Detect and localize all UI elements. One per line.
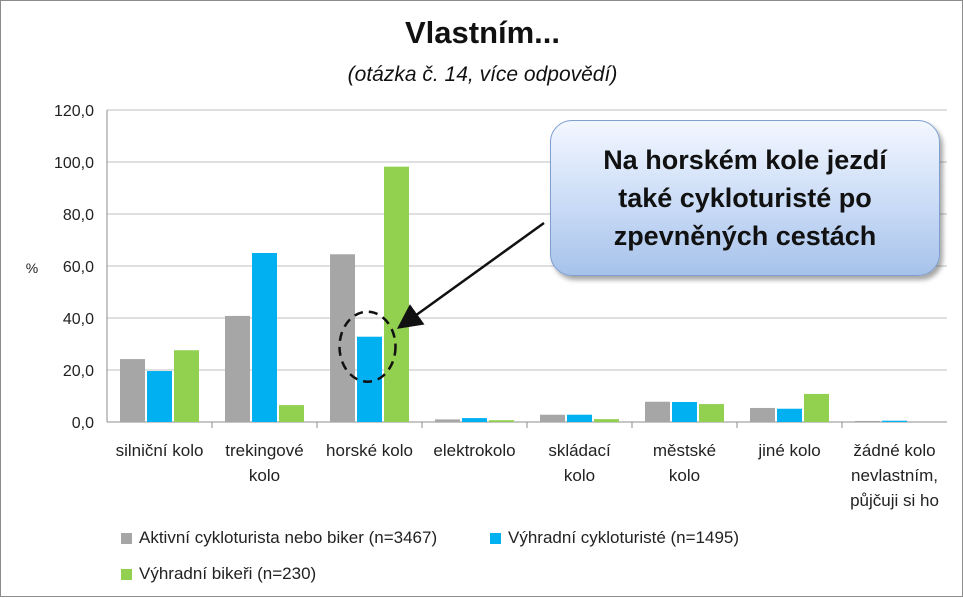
x-tick-label: horské kolo bbox=[326, 441, 413, 460]
x-tick-label: silniční kolo bbox=[116, 441, 204, 460]
bar bbox=[855, 420, 880, 422]
bar bbox=[225, 315, 250, 422]
legend-swatch bbox=[121, 568, 132, 580]
y-tick-label: 20,0 bbox=[63, 363, 94, 380]
x-tick-label: trekingové bbox=[225, 441, 303, 460]
y-tick-label: 60,0 bbox=[63, 259, 94, 276]
x-tick-label: elektrokolo bbox=[433, 441, 515, 460]
legend-label: Aktivní cykloturista nebo biker (n=3467) bbox=[139, 528, 438, 547]
x-tick-label: kolo bbox=[249, 466, 280, 485]
bar bbox=[330, 254, 355, 422]
bar bbox=[174, 350, 199, 422]
legend-label: Výhradní bikeři (n=230) bbox=[139, 564, 317, 583]
y-tick-label: 100,0 bbox=[54, 155, 94, 172]
bar bbox=[435, 419, 460, 422]
bar bbox=[147, 371, 172, 422]
chart-subtitle: (otázka č. 14, více odpovědí) bbox=[347, 63, 618, 86]
legend-label: Výhradní cykloturisté (n=1495) bbox=[508, 528, 740, 547]
chart-title: Vlastním... bbox=[404, 15, 561, 50]
legend-swatch bbox=[121, 532, 132, 544]
legend-swatch bbox=[490, 532, 501, 544]
bar bbox=[567, 414, 592, 422]
legend-item-aktivni: Aktivní cykloturista nebo biker (n=3467) bbox=[121, 528, 437, 548]
legend-item-bikeri: Výhradní bikeři (n=230) bbox=[121, 564, 316, 584]
annotation-arrow bbox=[396, 221, 545, 329]
x-tick-label: kolo bbox=[564, 466, 595, 485]
bar bbox=[804, 393, 829, 422]
bar bbox=[672, 401, 697, 422]
x-tick-label: žádné kolo bbox=[853, 441, 935, 460]
bar bbox=[489, 420, 514, 422]
x-tick-label: kolo bbox=[669, 466, 700, 485]
bar bbox=[279, 405, 304, 422]
x-tick-label: jiné kolo bbox=[757, 441, 820, 460]
y-tick-label: 40,0 bbox=[63, 311, 94, 328]
bar bbox=[120, 359, 145, 422]
legend-item-cykloturiste: Výhradní cykloturisté (n=1495) bbox=[490, 528, 739, 548]
bar bbox=[540, 414, 565, 422]
bar bbox=[384, 166, 409, 422]
annotation-text: Na horském kole jezdí také cykloturisté … bbox=[603, 145, 887, 251]
bar bbox=[462, 418, 487, 422]
bar bbox=[594, 419, 619, 422]
y-tick-label: 80,0 bbox=[63, 207, 94, 224]
bar bbox=[750, 407, 775, 422]
y-tick-label: 120,0 bbox=[54, 103, 94, 120]
bar bbox=[252, 253, 277, 422]
bar bbox=[645, 401, 670, 422]
bar bbox=[777, 408, 802, 422]
y-axis-label: % bbox=[26, 260, 38, 276]
x-tick-label: skládací bbox=[548, 441, 611, 460]
x-tick-label: nevlastním, bbox=[851, 466, 938, 485]
annotation-highlight-circle bbox=[338, 310, 397, 383]
x-tick-label: městské bbox=[653, 441, 716, 460]
bar bbox=[699, 404, 724, 422]
y-tick-label: 0,0 bbox=[72, 415, 94, 432]
x-tick-label: půjčuji si ho bbox=[850, 491, 939, 510]
bar bbox=[882, 420, 907, 422]
annotation-callout: Na horském kole jezdí také cykloturisté … bbox=[550, 120, 940, 276]
